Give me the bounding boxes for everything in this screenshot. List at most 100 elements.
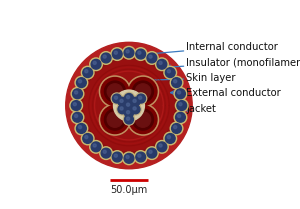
Circle shape xyxy=(124,101,134,110)
Circle shape xyxy=(117,104,128,115)
Circle shape xyxy=(138,51,141,54)
Circle shape xyxy=(120,107,123,110)
Circle shape xyxy=(81,57,177,154)
Circle shape xyxy=(165,134,175,143)
Circle shape xyxy=(120,99,123,102)
Circle shape xyxy=(165,68,175,78)
Circle shape xyxy=(123,92,135,104)
Circle shape xyxy=(177,101,187,110)
Circle shape xyxy=(75,122,88,135)
Circle shape xyxy=(111,48,124,60)
Circle shape xyxy=(134,48,147,60)
Circle shape xyxy=(124,109,134,117)
Circle shape xyxy=(90,58,102,71)
Circle shape xyxy=(118,105,127,114)
Circle shape xyxy=(135,112,151,127)
Circle shape xyxy=(129,78,157,106)
Circle shape xyxy=(124,115,134,124)
Circle shape xyxy=(75,76,88,89)
Circle shape xyxy=(127,117,130,120)
Circle shape xyxy=(73,112,82,122)
Circle shape xyxy=(146,52,158,64)
Circle shape xyxy=(114,154,117,157)
Circle shape xyxy=(139,96,142,99)
Circle shape xyxy=(170,76,183,89)
Circle shape xyxy=(111,151,124,163)
Circle shape xyxy=(130,104,141,115)
Circle shape xyxy=(104,109,125,130)
Circle shape xyxy=(170,122,183,135)
Circle shape xyxy=(138,154,141,157)
Circle shape xyxy=(126,155,129,159)
Circle shape xyxy=(135,84,151,99)
Circle shape xyxy=(172,124,182,133)
Circle shape xyxy=(131,105,140,114)
Circle shape xyxy=(113,90,144,121)
Circle shape xyxy=(79,126,82,129)
Circle shape xyxy=(124,48,134,58)
Circle shape xyxy=(117,96,128,107)
Circle shape xyxy=(136,94,146,103)
Circle shape xyxy=(172,78,182,88)
Circle shape xyxy=(112,49,122,59)
Circle shape xyxy=(101,78,129,106)
Circle shape xyxy=(167,136,170,139)
Circle shape xyxy=(73,89,82,99)
Text: Jacket: Jacket xyxy=(183,104,216,114)
Circle shape xyxy=(75,91,78,94)
Circle shape xyxy=(136,49,146,59)
Circle shape xyxy=(111,93,122,104)
Circle shape xyxy=(85,70,88,73)
Circle shape xyxy=(149,150,152,153)
Text: Skin layer: Skin layer xyxy=(144,73,236,83)
Circle shape xyxy=(127,96,130,99)
Circle shape xyxy=(123,114,135,125)
Circle shape xyxy=(70,99,83,112)
Circle shape xyxy=(107,84,123,99)
Circle shape xyxy=(135,93,147,104)
Circle shape xyxy=(157,59,167,69)
Circle shape xyxy=(156,58,168,71)
Circle shape xyxy=(133,81,154,102)
Circle shape xyxy=(176,89,185,99)
Circle shape xyxy=(127,111,130,114)
Text: Insulator (monofilament): Insulator (monofilament) xyxy=(166,57,300,69)
Circle shape xyxy=(90,140,102,153)
Circle shape xyxy=(127,103,130,106)
Circle shape xyxy=(112,152,122,162)
Circle shape xyxy=(133,109,154,130)
Circle shape xyxy=(100,52,112,64)
Circle shape xyxy=(174,80,177,83)
Circle shape xyxy=(131,97,140,106)
Circle shape xyxy=(73,103,76,106)
Circle shape xyxy=(123,100,135,111)
Circle shape xyxy=(159,144,162,147)
Circle shape xyxy=(156,140,168,153)
Text: External conductor: External conductor xyxy=(170,88,281,98)
Circle shape xyxy=(157,142,167,152)
Circle shape xyxy=(133,107,136,110)
Circle shape xyxy=(93,61,96,64)
Circle shape xyxy=(101,106,129,134)
Circle shape xyxy=(129,106,157,134)
Circle shape xyxy=(123,152,135,165)
Circle shape xyxy=(126,50,129,53)
Circle shape xyxy=(83,68,93,78)
Circle shape xyxy=(99,76,130,107)
Circle shape xyxy=(176,99,188,112)
Circle shape xyxy=(75,114,78,117)
Circle shape xyxy=(128,76,159,107)
Circle shape xyxy=(123,46,135,59)
Circle shape xyxy=(114,96,118,99)
Circle shape xyxy=(164,132,177,145)
Circle shape xyxy=(174,126,177,129)
Circle shape xyxy=(149,55,152,58)
Circle shape xyxy=(124,153,134,163)
Circle shape xyxy=(101,53,111,63)
Circle shape xyxy=(103,150,106,153)
Text: Internal conductor: Internal conductor xyxy=(139,42,278,56)
Circle shape xyxy=(124,94,134,102)
Circle shape xyxy=(178,91,181,94)
Circle shape xyxy=(71,101,81,110)
Circle shape xyxy=(174,111,187,124)
